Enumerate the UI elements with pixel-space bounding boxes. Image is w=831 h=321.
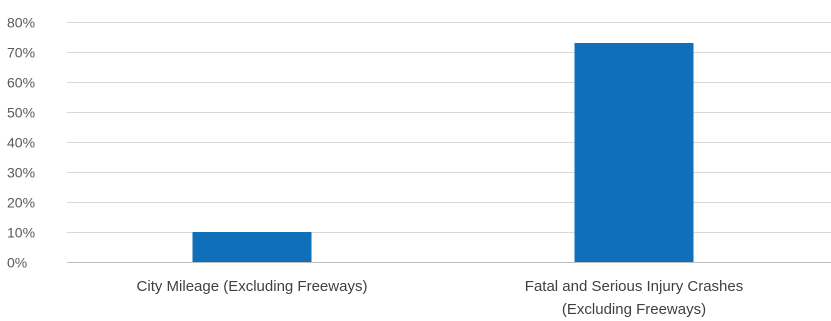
y-tick-label: 40% xyxy=(7,135,35,151)
y-tick-label: 0% xyxy=(7,255,27,271)
y-tick-label: 80% xyxy=(7,15,35,31)
y-tick-label: 70% xyxy=(7,45,35,61)
x-category-label: City Mileage (Excluding Freeways) xyxy=(137,278,368,295)
gridlines xyxy=(67,22,831,263)
y-tick-label: 10% xyxy=(7,225,35,241)
y-tick-label: 20% xyxy=(7,195,35,211)
bar xyxy=(192,232,312,262)
bar xyxy=(574,43,694,262)
y-tick-label: 30% xyxy=(7,165,35,181)
y-axis-tick-labels: 0% 10% 20% 30% 40% 50% 60% 70% 80% xyxy=(7,15,35,271)
y-tick-label: 50% xyxy=(7,105,35,121)
x-category-label: (Excluding Freeways) xyxy=(562,301,706,318)
y-tick-label: 60% xyxy=(7,75,35,91)
x-category-label: Fatal and Serious Injury Crashes xyxy=(525,278,743,295)
bars xyxy=(192,43,694,262)
x-axis-category-labels: City Mileage (Excluding Freeways) Fatal a… xyxy=(137,278,744,318)
